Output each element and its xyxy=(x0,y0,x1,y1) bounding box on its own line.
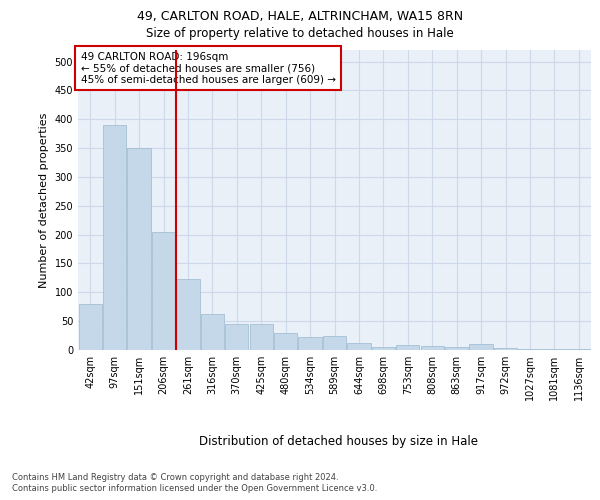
Bar xyxy=(469,344,493,350)
Bar xyxy=(445,346,468,350)
Text: Size of property relative to detached houses in Hale: Size of property relative to detached ho… xyxy=(146,28,454,40)
Text: 49 CARLTON ROAD: 196sqm
← 55% of detached houses are smaller (756)
45% of semi-d: 49 CARLTON ROAD: 196sqm ← 55% of detache… xyxy=(80,52,335,84)
Bar xyxy=(201,314,224,350)
Bar xyxy=(323,336,346,350)
Bar xyxy=(127,148,151,350)
Bar xyxy=(567,349,590,350)
Bar xyxy=(225,324,248,350)
Bar xyxy=(250,324,273,350)
Bar xyxy=(298,338,322,350)
Bar xyxy=(421,346,444,350)
Bar xyxy=(176,279,200,350)
Bar xyxy=(372,346,395,350)
Bar xyxy=(347,342,371,350)
Text: Distribution of detached houses by size in Hale: Distribution of detached houses by size … xyxy=(199,435,479,448)
Bar xyxy=(152,232,175,350)
Bar xyxy=(274,332,297,350)
Text: Contains public sector information licensed under the Open Government Licence v3: Contains public sector information licen… xyxy=(12,484,377,493)
Bar xyxy=(494,348,517,350)
Bar xyxy=(518,349,542,350)
Bar xyxy=(396,345,419,350)
Bar xyxy=(103,125,126,350)
Bar xyxy=(543,349,566,350)
Y-axis label: Number of detached properties: Number of detached properties xyxy=(39,112,49,288)
Text: 49, CARLTON ROAD, HALE, ALTRINCHAM, WA15 8RN: 49, CARLTON ROAD, HALE, ALTRINCHAM, WA15… xyxy=(137,10,463,23)
Text: Contains HM Land Registry data © Crown copyright and database right 2024.: Contains HM Land Registry data © Crown c… xyxy=(12,472,338,482)
Bar xyxy=(79,304,102,350)
